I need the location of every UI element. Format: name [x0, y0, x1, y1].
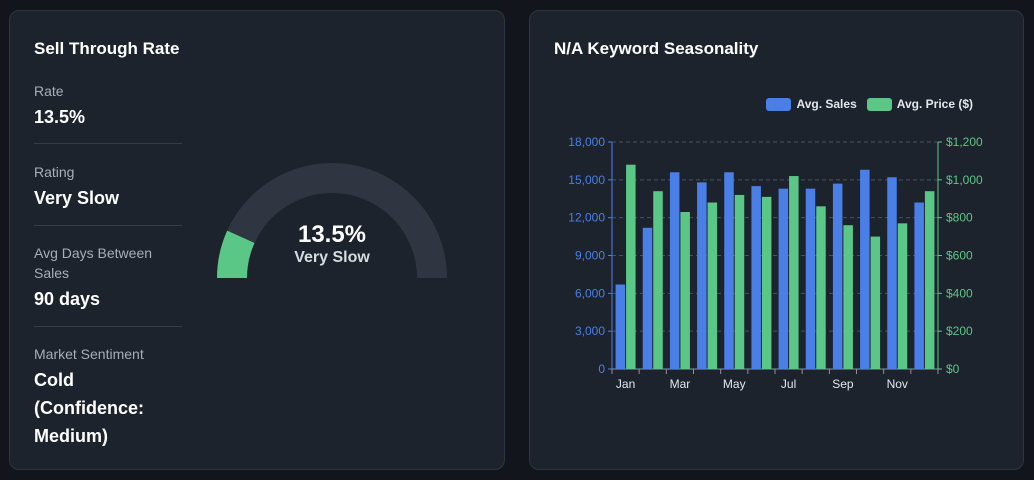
- bar-price: [870, 236, 881, 369]
- stat-rating: Rating Very Slow: [34, 162, 182, 212]
- y-right-tick-label: $1,200: [946, 135, 983, 149]
- stat-sentiment-value: Cold (Confidence: Medium): [34, 370, 144, 446]
- bar-price: [816, 206, 826, 369]
- stat-rating-label: Rating: [34, 164, 75, 180]
- stat-rate-label: Rate: [34, 83, 64, 99]
- bar-sales: [751, 186, 761, 369]
- bar-price: [653, 191, 663, 369]
- x-tick-label: Nov: [887, 377, 908, 391]
- bar-sales: [832, 183, 843, 369]
- bar-price: [734, 194, 745, 369]
- seasonality-card: N/A Keyword Seasonality Avg. Sales Avg. …: [529, 10, 1024, 470]
- stat-rate-value: 13.5%: [34, 107, 86, 127]
- legend-label-sales: Avg. Sales: [796, 97, 857, 111]
- x-tick-label: Sep: [832, 377, 854, 391]
- divider: [34, 143, 182, 144]
- stat-avg-days-label: Avg Days Between Sales: [34, 245, 153, 281]
- bar-price: [680, 211, 690, 369]
- stat-avg-days-value: 90 days: [34, 289, 101, 309]
- sell-through-card: Sell Through Rate Rate 13.5% Rating Very…: [9, 10, 505, 470]
- divider: [34, 225, 182, 226]
- gauge-fill: [217, 230, 255, 279]
- bar-price: [707, 202, 718, 369]
- seasonality-title: N/A Keyword Seasonality: [554, 39, 759, 58]
- stat-rating-value: Very Slow: [34, 188, 120, 208]
- bar-sales: [860, 169, 870, 369]
- chart-legend: Avg. Sales Avg. Price ($): [766, 97, 973, 111]
- legend-swatch-sales: [766, 97, 792, 111]
- bar-price: [626, 164, 636, 369]
- y-left-tick-label: 15,000: [568, 173, 605, 187]
- bar-sales: [642, 227, 653, 369]
- bar-price: [789, 176, 799, 369]
- stat-rate: Rate 13.5%: [34, 81, 182, 131]
- bar-price: [897, 223, 908, 369]
- bar-price: [761, 196, 772, 369]
- legend-label-price: Avg. Price ($): [896, 97, 973, 111]
- y-left-tick-label: 6,000: [575, 286, 605, 300]
- x-tick-label: Mar: [670, 377, 691, 391]
- sell-through-title: Sell Through Rate: [34, 39, 180, 58]
- y-right-tick-label: $1,000: [946, 173, 983, 187]
- gauge-track: [217, 163, 447, 279]
- stat-avg-days: Avg Days Between Sales 90 days: [34, 243, 182, 313]
- legend-item-sales[interactable]: Avg. Sales: [766, 97, 857, 111]
- gauge-label: Very Slow: [294, 249, 370, 266]
- y-left-tick-label: 3,000: [575, 324, 605, 338]
- legend-swatch-price: [866, 97, 892, 111]
- bar-sales: [615, 284, 626, 369]
- y-right-tick-label: $600: [946, 249, 973, 263]
- bar-sales: [669, 172, 680, 369]
- y-right-tick-label: $200: [946, 324, 973, 338]
- divider: [34, 326, 182, 327]
- bar-price: [843, 225, 853, 369]
- x-tick-label: Jan: [616, 377, 635, 391]
- bar-price: [924, 191, 935, 369]
- bar-sales: [778, 188, 789, 369]
- bar-sales: [724, 172, 734, 369]
- bar-sales: [914, 202, 924, 369]
- bar-sales: [805, 188, 816, 369]
- bar-sales: [697, 182, 707, 369]
- stat-sentiment-label: Market Sentiment: [34, 346, 144, 362]
- bar-sales: [887, 177, 897, 369]
- y-right-tick-label: $0: [946, 362, 960, 376]
- y-left-tick-label: 18,000: [568, 135, 605, 149]
- y-left-tick-label: 0: [598, 362, 605, 376]
- gauge-value: 13.5%: [297, 221, 367, 248]
- stat-market-sentiment: Market Sentiment Cold (Confidence: Mediu…: [34, 344, 182, 450]
- y-left-tick-label: 9,000: [575, 249, 605, 263]
- y-right-tick-label: $400: [946, 286, 973, 300]
- y-right-tick-label: $800: [946, 211, 973, 225]
- seasonality-chart: 0 $0 3,000 $200 6,000 $400 9,000 $600 12,000 $800…: [568, 135, 983, 391]
- x-tick-label: Jul: [781, 377, 796, 391]
- legend-item-price[interactable]: Avg. Price ($): [866, 97, 973, 111]
- x-tick-label: May: [723, 377, 746, 391]
- y-left-tick-label: 12,000: [568, 211, 605, 225]
- sell-through-gauge: [217, 163, 447, 279]
